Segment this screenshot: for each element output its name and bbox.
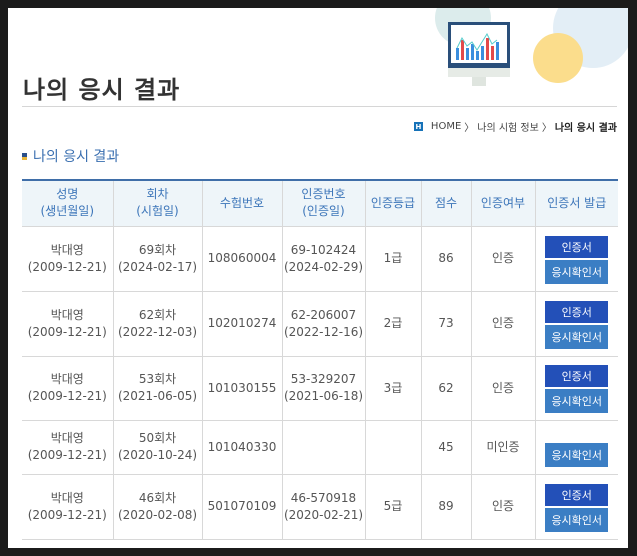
certificate-button[interactable]: 인증서 <box>545 365 609 387</box>
breadcrumb-exam-info[interactable]: 나의 시험 정보 <box>477 123 539 134</box>
issue-cell: 인증서 응시확인서 <box>534 356 618 421</box>
table-row: 박대영 (2009-12-21) 69회차 (2024-02-17) 1080600… <box>22 226 618 292</box>
column-header: 성명 (생년월일) <box>22 179 113 227</box>
status-cell: 인증 <box>470 356 535 421</box>
column-header: 인증여부 <box>470 179 535 227</box>
column-header: 점수 <box>420 179 471 227</box>
table-row: 박대영 (2009-12-21) 53회차 (2021-06-05) 1010301… <box>22 356 618 421</box>
score-cell: 86 <box>420 226 471 292</box>
score-cell: 62 <box>420 356 471 421</box>
round-cell: 53회차 (2021-06-05) <box>112 356 202 421</box>
issue-cell: 응시확인서 <box>534 420 618 475</box>
exam-confirmation-button[interactable]: 응시확인서 <box>545 443 609 467</box>
exam-confirmation-button[interactable]: 응시확인서 <box>545 259 609 284</box>
breadcrumb-current: 나의 응시 결과 <box>554 123 617 134</box>
name-cell: 박대영 (2009-12-21) <box>22 356 113 421</box>
table-row: 박대영 (2009-12-21) 62회차 (2022-12-03) 1020102… <box>22 291 618 357</box>
cert-no-cell: 69-102424 (2024-02-29) <box>281 226 365 292</box>
exam-no-cell: 108060004 <box>201 226 282 292</box>
round-cell: 69회차 (2024-02-17) <box>112 226 202 292</box>
exam-confirmation-button[interactable]: 응시확인서 <box>545 389 609 413</box>
issue-cell: 인증서 응시확인서 <box>534 291 618 357</box>
status-cell: 인증 <box>470 474 535 540</box>
issue-cell: 인증서 응시확인서 <box>534 474 618 540</box>
exam-confirmation-button[interactable]: 응시확인서 <box>545 324 609 349</box>
column-header: 인증등급 <box>364 179 421 227</box>
page-title: 나의 응시 결과 <box>23 76 181 104</box>
breadcrumb: H HOME 〉 나의 시험 정보 〉 나의 응시 결과 <box>413 121 617 134</box>
status-cell: 인증 <box>470 291 535 357</box>
cert-no-cell: 53-329207 (2021-06-18) <box>281 356 365 421</box>
grade-cell: 1급 <box>364 226 421 292</box>
column-header: 인증번호 (인증일) <box>281 179 365 227</box>
home-icon: H <box>413 122 423 131</box>
grade-cell: 2급 <box>364 291 421 357</box>
cert-no-cell: 46-570918 (2020-02-21) <box>281 474 365 540</box>
bullet-icon <box>22 152 27 160</box>
monitor-chart-illustration <box>435 8 628 86</box>
page: 나의 응시 결과 H HOME 〉 나의 시험 정보 〉 나의 응시 결과 나의 응… <box>8 8 628 548</box>
cert-no-cell <box>281 420 365 475</box>
exam-confirmation-button[interactable]: 응시확인서 <box>545 507 609 532</box>
column-header: 회차 (시험일) <box>112 179 202 227</box>
certificate-button[interactable]: 인증서 <box>545 235 609 258</box>
grade-cell <box>364 420 421 475</box>
divider <box>22 106 617 107</box>
status-cell: 인증 <box>470 226 535 292</box>
status-cell: 미인증 <box>470 420 535 475</box>
round-cell: 62회차 (2022-12-03) <box>112 291 202 357</box>
exam-no-cell: 501070109 <box>201 474 282 540</box>
exam-no-cell: 102010274 <box>201 291 282 357</box>
grade-cell: 3급 <box>364 356 421 421</box>
score-cell: 45 <box>420 420 471 475</box>
breadcrumb-home[interactable]: HOME <box>430 121 462 132</box>
name-cell: 박대영 (2009-12-21) <box>22 420 113 475</box>
certificate-button[interactable]: 인증서 <box>545 300 609 323</box>
name-cell: 박대영 (2009-12-21) <box>22 474 113 540</box>
column-header: 인증서 발급 <box>534 179 618 227</box>
grade-cell: 5급 <box>364 474 421 540</box>
round-cell: 46회차 (2020-02-08) <box>112 474 202 540</box>
score-cell: 89 <box>420 474 471 540</box>
section-title: 나의 응시 결과 <box>33 149 120 165</box>
section-heading: 나의 응시 결과 <box>22 146 119 166</box>
name-cell: 박대영 (2009-12-21) <box>22 226 113 292</box>
table-row: 박대영 (2009-12-21) 50회차 (2020-10-24) 1010403… <box>22 420 618 475</box>
issue-cell: 인증서 응시확인서 <box>534 226 618 292</box>
name-cell: 박대영 (2009-12-21) <box>22 291 113 357</box>
score-cell: 73 <box>420 291 471 357</box>
cert-no-cell: 62-206007 (2022-12-16) <box>281 291 365 357</box>
exam-no-cell: 101040330 <box>201 420 282 475</box>
results-table: 성명 (생년월일) 회차 (시험일) 수험번호 인증번호 (인증일) 인증등급 점수 인증여부 인증… <box>22 179 618 540</box>
exam-no-cell: 101030155 <box>201 356 282 421</box>
column-header: 수험번호 <box>201 179 282 227</box>
table-row: 박대영 (2009-12-21) 46회차 (2020-02-08) 5010701… <box>22 474 618 540</box>
certificate-button[interactable]: 인증서 <box>545 483 609 506</box>
round-cell: 50회차 (2020-10-24) <box>112 420 202 475</box>
